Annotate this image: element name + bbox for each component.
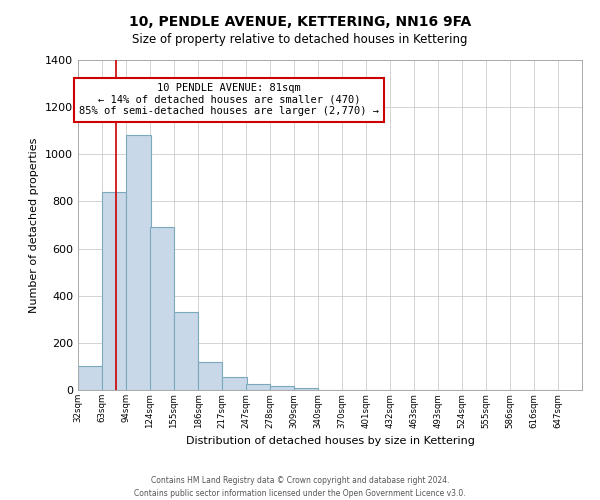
Bar — [102, 192, 127, 390]
Bar — [270, 386, 294, 390]
Text: 10, PENDLE AVENUE, KETTERING, NN16 9FA: 10, PENDLE AVENUE, KETTERING, NN16 9FA — [129, 15, 471, 29]
Text: Contains HM Land Registry data © Crown copyright and database right 2024.
Contai: Contains HM Land Registry data © Crown c… — [134, 476, 466, 498]
Bar — [127, 136, 151, 390]
Text: Size of property relative to detached houses in Kettering: Size of property relative to detached ho… — [132, 32, 468, 46]
Bar — [174, 312, 198, 390]
Bar — [223, 377, 247, 390]
Y-axis label: Number of detached properties: Number of detached properties — [29, 138, 40, 312]
Bar — [198, 362, 223, 390]
Bar — [294, 388, 318, 390]
X-axis label: Distribution of detached houses by size in Kettering: Distribution of detached houses by size … — [185, 436, 475, 446]
Text: 10 PENDLE AVENUE: 81sqm
← 14% of detached houses are smaller (470)
85% of semi-d: 10 PENDLE AVENUE: 81sqm ← 14% of detache… — [79, 83, 379, 116]
Bar — [78, 366, 102, 390]
Bar — [246, 384, 270, 390]
Bar — [150, 228, 174, 390]
